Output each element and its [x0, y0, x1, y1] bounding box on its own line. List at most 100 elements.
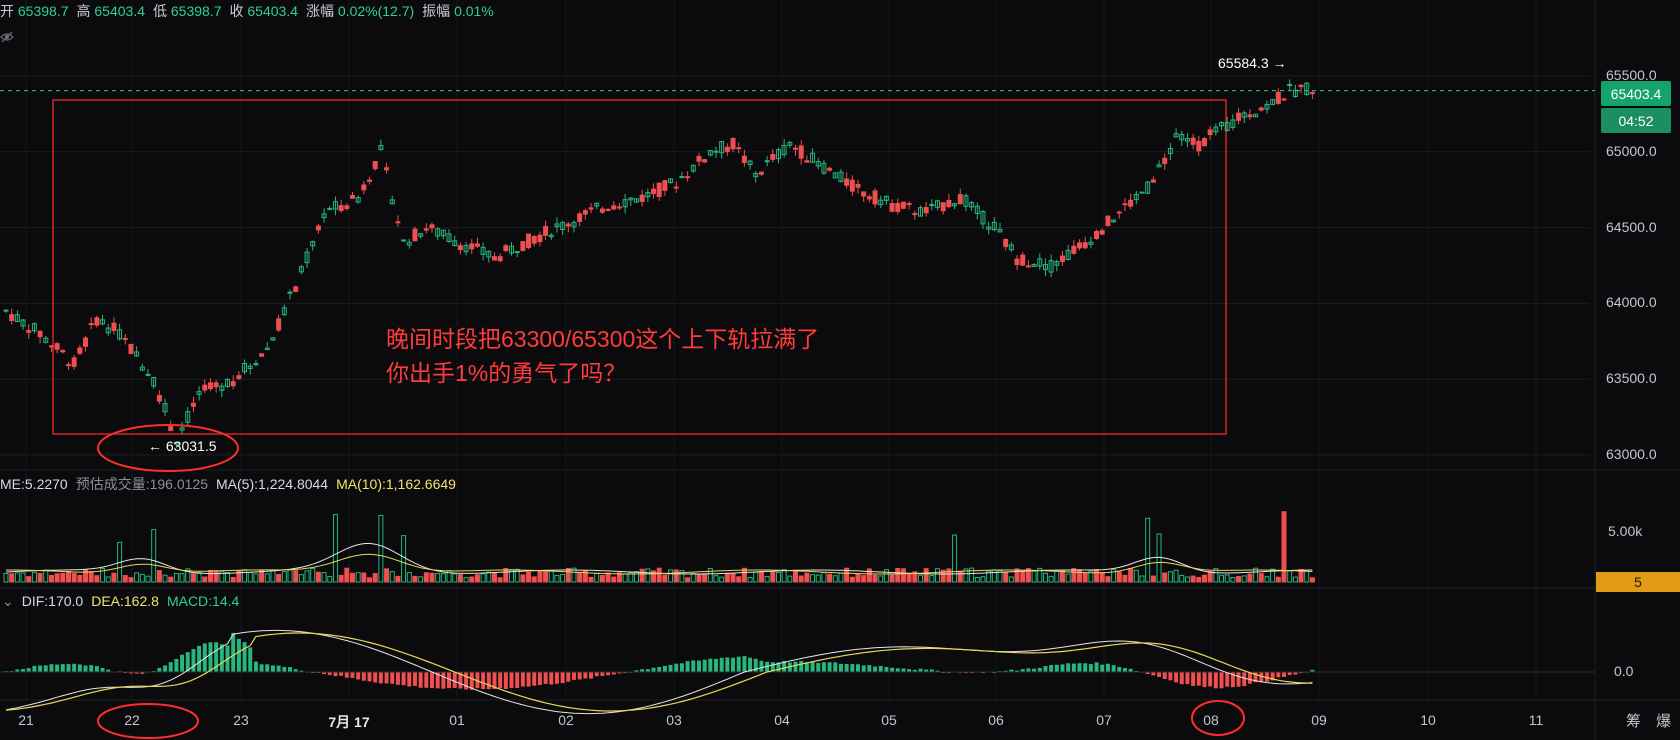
macd-histogram-bar: [1214, 672, 1218, 688]
price-axis-label: 64500.0: [1606, 219, 1657, 235]
macd-histogram-bar: [674, 664, 678, 672]
volume-bar: [975, 577, 979, 582]
macd-histogram-bar: [180, 655, 184, 672]
estimated-volume: 预估成交量:196.0125: [76, 474, 208, 494]
candle-body: [288, 292, 292, 293]
volume-bar: [95, 576, 99, 582]
volume-bar: [1259, 574, 1263, 582]
volume-bar: [61, 573, 65, 582]
candle-body: [66, 365, 70, 366]
volume-bar: [38, 573, 42, 582]
candle-body: [1140, 192, 1144, 193]
collapse-icon[interactable]: ⌄: [2, 593, 14, 610]
candle-body: [129, 344, 133, 353]
candle-body: [674, 187, 678, 188]
macd-histogram-bar: [1049, 665, 1053, 672]
candle-body: [1197, 141, 1201, 151]
volume-bar: [350, 573, 354, 582]
macd-histogram-bar: [1078, 663, 1082, 672]
price-candles: [4, 79, 1314, 448]
volume-bar: [123, 576, 127, 582]
macd-histogram-bar: [339, 672, 343, 676]
macd-histogram-bar: [1032, 669, 1036, 672]
macd-histogram-bar: [55, 665, 59, 672]
candle-body: [737, 148, 741, 149]
volume-bar: [901, 569, 905, 582]
candle-body: [890, 203, 894, 211]
macd-histogram-bar: [600, 672, 604, 676]
macd-histogram-bar: [879, 666, 883, 672]
high-value: 65403.4: [94, 3, 145, 19]
candle-body: [61, 350, 65, 351]
candle-body: [470, 244, 474, 249]
volume-bar: [1185, 577, 1189, 582]
volume-bar: [1305, 570, 1309, 582]
macd-histogram-bar: [1242, 672, 1246, 686]
macd-histogram-bar: [652, 668, 656, 672]
macd-histogram-bar: [811, 661, 815, 672]
volume-bar: [1197, 577, 1201, 582]
macd-histogram-bar: [669, 665, 673, 672]
volume-bar: [316, 572, 320, 582]
candle-body: [1237, 113, 1241, 120]
volume-bar: [368, 578, 372, 582]
volume-bar: [402, 536, 406, 582]
macd-histogram-bar: [799, 661, 803, 672]
macd-histogram-bar: [544, 672, 548, 684]
time-axis-label: 10: [1420, 712, 1436, 728]
chip-distribution-button[interactable]: 筹: [1626, 710, 1641, 731]
macd-histogram-bar: [157, 668, 161, 672]
volume-bar: [1220, 575, 1224, 582]
volume-bar: [600, 575, 604, 582]
volume-bar: [214, 571, 218, 582]
volume-bar: [265, 574, 269, 582]
candle-body: [1208, 130, 1212, 135]
macd-histogram-bar: [1197, 672, 1201, 686]
candle-body: [1163, 158, 1167, 163]
macd-histogram-bar: [708, 659, 712, 672]
macd-histogram-bar: [521, 672, 525, 687]
candle-body: [1299, 85, 1303, 86]
candle-body: [600, 209, 604, 212]
macd-histogram-bar: [862, 665, 866, 672]
candle-body: [538, 235, 542, 241]
volume-bar: [1066, 574, 1070, 582]
volume-bar: [953, 535, 957, 582]
volume-bar: [1208, 571, 1212, 582]
candle-body: [55, 344, 59, 350]
candle-body: [697, 156, 701, 161]
candle-body: [907, 204, 911, 205]
macd-histogram-bar: [282, 667, 286, 672]
volume-bar: [1123, 575, 1127, 582]
volume-bar: [867, 569, 871, 582]
volume-bar: [152, 530, 156, 582]
volume-bar: [737, 577, 741, 582]
macd-histogram-bar: [1174, 672, 1178, 682]
volume-bar: [1237, 576, 1241, 582]
liquidation-button[interactable]: 爆: [1656, 710, 1671, 731]
macd-histogram-bar: [1157, 672, 1161, 677]
macd-histogram: [0, 633, 1595, 690]
macd-histogram-bar: [1202, 672, 1206, 687]
volume-bar: [1282, 512, 1286, 582]
macd-histogram-bar: [510, 672, 514, 688]
volume-bar: [765, 576, 769, 582]
volume-bar: [396, 576, 400, 582]
volume-bar: [873, 575, 877, 582]
macd-histogram-bar: [169, 662, 173, 672]
macd-dif: DIF:170.0: [22, 593, 83, 609]
volume-axis-label: 5.00k: [1608, 523, 1642, 539]
time-axis-label: 08: [1203, 712, 1219, 728]
candle-body: [873, 191, 877, 204]
macd-histogram-bar: [362, 672, 366, 681]
volume-bar: [544, 571, 548, 582]
eye-icon[interactable]: [0, 30, 14, 44]
candle-body: [657, 183, 661, 196]
candle-body: [424, 229, 428, 230]
volume-bar: [21, 573, 25, 582]
current-price-tag: 65403.4: [1601, 81, 1671, 106]
macd-histogram-bar: [663, 666, 667, 672]
period-high-value: 65584.3: [1218, 55, 1269, 71]
candle-body: [1004, 239, 1008, 246]
